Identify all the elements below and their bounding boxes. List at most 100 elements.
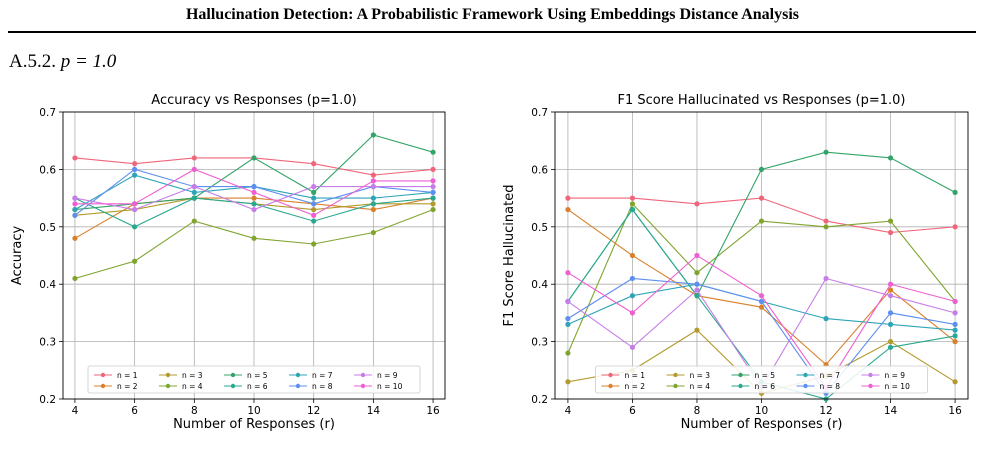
data-point-n6	[251, 201, 257, 207]
legend-marker-n6	[230, 383, 236, 389]
data-point-n9	[430, 184, 436, 190]
data-point-n6	[694, 293, 700, 299]
legend-label-n4: n = 4	[182, 382, 203, 391]
data-point-n5	[758, 166, 765, 172]
data-point-n4	[887, 218, 894, 224]
data-point-n1	[370, 172, 376, 178]
data-point-n3	[952, 379, 958, 385]
data-point-n6	[430, 195, 436, 201]
y-axis-label: Accuracy	[10, 226, 25, 286]
x-tick-label: 16	[948, 405, 962, 417]
data-point-n5	[952, 189, 958, 195]
y-tick-label: 0.7	[531, 107, 548, 119]
running-title: Hallucination Detection: A Probabilistic…	[185, 6, 800, 23]
x-tick-label: 14	[884, 405, 898, 417]
data-point-n8	[72, 212, 78, 218]
data-point-n9	[191, 184, 197, 190]
section-param: p = 1.0	[60, 51, 117, 72]
x-tick-label: 6	[629, 405, 636, 417]
data-point-n7	[887, 321, 894, 327]
data-point-n10	[758, 293, 765, 299]
accuracy-chart: Accuracy vs Responses (p=1.0) 0.2 0.3 0.4 0.…	[10, 93, 446, 432]
data-point-n3	[887, 339, 894, 345]
data-point-n4	[72, 275, 78, 282]
data-point-n8	[311, 201, 317, 207]
y-axis-label: F1 Score Hallucinated	[502, 185, 517, 327]
data-point-n3	[430, 201, 436, 207]
legend-marker-n1	[608, 372, 613, 378]
data-point-n10	[887, 281, 894, 287]
data-point-n9	[370, 184, 376, 190]
data-point-n5	[430, 149, 436, 155]
legend-label-n2: n = 2	[625, 382, 646, 391]
data-point-n4	[370, 229, 376, 236]
section-number: A.5.2.	[9, 51, 56, 72]
data-point-n9	[311, 184, 317, 190]
data-point-n10	[191, 166, 197, 172]
x-tick-label: 4	[72, 405, 79, 417]
chart-title: F1 Score Hallucinated vs Responses (p=1.…	[618, 93, 906, 108]
legend-label-n10: n = 10	[377, 382, 403, 391]
legend-marker-n5	[738, 372, 743, 378]
data-point-n4	[251, 235, 257, 241]
data-point-n9	[72, 195, 78, 201]
legend-marker-n7	[295, 372, 301, 378]
title-rule	[8, 31, 976, 33]
data-point-n6	[191, 195, 197, 201]
data-point-n5	[251, 155, 257, 161]
x-tick-label: 4	[565, 405, 572, 417]
data-point-n7	[311, 195, 317, 201]
data-point-n1	[694, 201, 700, 207]
data-point-n6	[629, 206, 636, 213]
x-tick-label: 10	[247, 405, 260, 417]
legend-label-n9: n = 9	[377, 371, 398, 380]
data-point-n7	[191, 189, 197, 195]
data-point-n8	[758, 298, 765, 305]
legend-label-n8: n = 8	[820, 382, 841, 391]
data-point-n2	[952, 339, 958, 345]
legend-marker-n2	[100, 383, 106, 389]
data-point-n10	[311, 212, 317, 218]
data-point-n7	[132, 172, 138, 178]
legend-marker-n8	[295, 383, 301, 389]
x-tick-label: 12	[307, 405, 320, 417]
y-tick-label: 0.4	[531, 279, 548, 291]
f1-chart: F1 Score Hallucinated vs Responses (p=1.…	[502, 93, 969, 432]
data-point-n1	[72, 155, 78, 161]
x-tick-label: 14	[367, 405, 381, 417]
data-point-n1	[887, 229, 894, 236]
data-point-n9	[132, 206, 138, 213]
data-point-n1	[132, 161, 138, 167]
data-point-n4	[132, 258, 138, 264]
data-point-n1	[952, 224, 958, 230]
legend-marker-n5	[230, 372, 236, 378]
legend-marker-n9	[360, 372, 366, 378]
data-point-n10	[72, 201, 78, 207]
data-point-n8	[629, 275, 636, 282]
data-point-n8	[132, 166, 138, 172]
legend-marker-n9	[868, 372, 873, 378]
data-point-n4	[694, 270, 700, 276]
legend-marker-n3	[165, 372, 171, 378]
data-point-n9	[629, 344, 636, 350]
legend-label-n5: n = 5	[247, 371, 268, 380]
data-point-n5	[370, 132, 376, 138]
data-point-n7	[370, 195, 376, 201]
data-point-n7	[952, 327, 958, 333]
data-point-n10	[565, 270, 571, 276]
legend-label-n8: n = 8	[312, 382, 333, 391]
x-tick-label: 6	[131, 405, 138, 417]
legend-marker-n10	[360, 383, 366, 389]
x-tick-label: 8	[694, 405, 701, 417]
legend-marker-n6	[738, 383, 743, 389]
plot-frame	[62, 111, 446, 400]
legend-label-n3: n = 3	[690, 371, 711, 380]
data-point-n9	[952, 310, 958, 316]
legend-marker-n8	[803, 383, 808, 389]
data-point-n3	[694, 327, 700, 333]
legend-marker-n3	[673, 372, 678, 378]
legend-label-n2: n = 2	[117, 382, 138, 391]
data-point-n9	[251, 206, 257, 213]
data-point-n5	[311, 189, 317, 195]
data-point-n5	[887, 155, 894, 161]
